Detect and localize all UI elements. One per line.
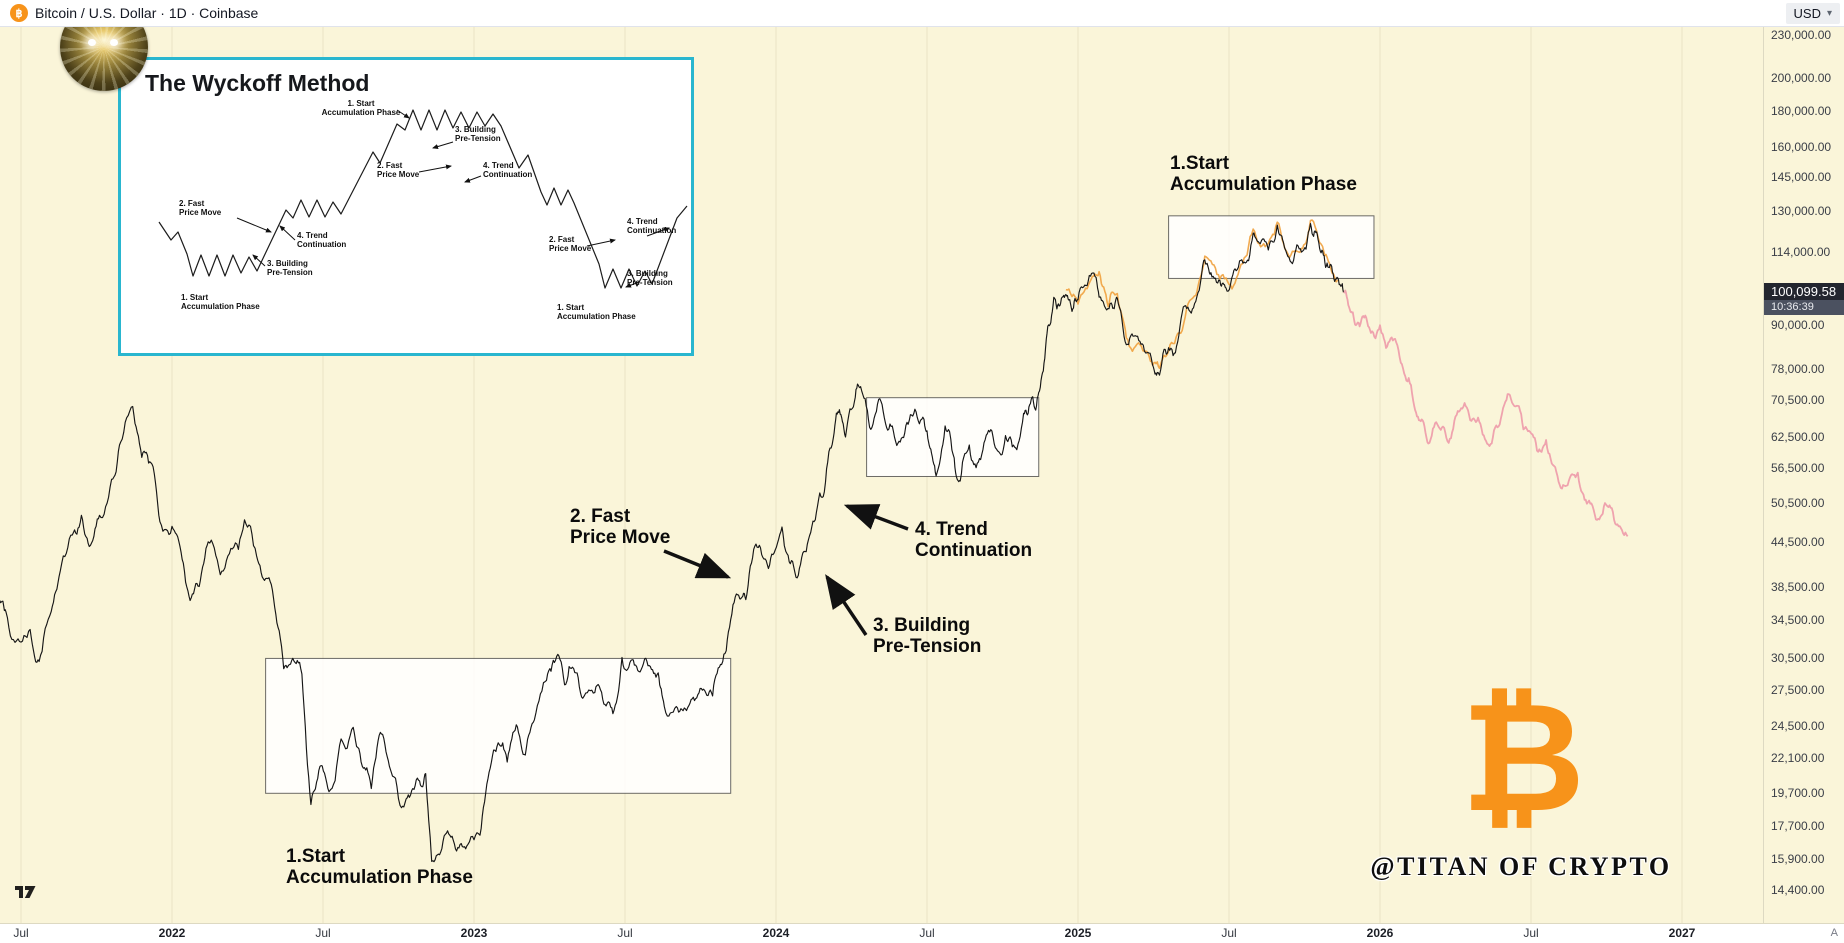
time-tick: Jul xyxy=(1523,926,1539,940)
price-tick: 14,400.00 xyxy=(1771,883,1825,897)
time-tick: Jul xyxy=(13,926,29,940)
watermark-handle: @TITAN OF CRYPTO xyxy=(1370,852,1672,881)
wyckoff-inset[interactable]: 2. Fast Price Move 4. Trend Continuation 3. … xyxy=(118,57,694,356)
inset-arrow-icon xyxy=(396,109,410,119)
price-tick: 114,000.00 xyxy=(1771,244,1831,259)
inset-arrow-icon xyxy=(432,141,454,149)
time-tick: Jul xyxy=(617,926,633,940)
time-tick: 2025 xyxy=(1064,926,1092,940)
time-tick: 2022 xyxy=(158,926,186,940)
time-tick: Jul xyxy=(315,926,331,940)
avatar-eye xyxy=(88,39,96,46)
inset-label: 2. Fast Price Move xyxy=(377,161,420,179)
price-tick: 17,700.00 xyxy=(1771,819,1825,834)
price-tick: 19,700.00 xyxy=(1771,786,1825,801)
wyckoff-price-pattern xyxy=(158,109,688,289)
time-axis[interactable]: Jul 2022 Jul 2023 Jul 2024 Jul 2025 Jul 2026 Jul 20… xyxy=(0,923,1844,943)
last-price-value: 100,099.58 xyxy=(1764,282,1844,300)
inset-label: 1. Start Accumulation Phase xyxy=(322,99,401,117)
price-tick: 50,500.00 xyxy=(1771,495,1825,510)
price-tick: 15,900.00 xyxy=(1771,852,1825,867)
inset-title: The Wyckoff Method xyxy=(145,70,370,96)
price-tick: 44,500.00 xyxy=(1771,534,1825,549)
currency-selector[interactable]: USD ▾ xyxy=(1785,2,1840,24)
price-tick: 90,000.00 xyxy=(1771,317,1825,332)
inset-label: 3. Building Pre-Tension xyxy=(455,125,501,143)
inset-arrow-icon xyxy=(418,164,452,173)
inset-arrow-icon xyxy=(279,225,296,241)
time-tick: 2027 xyxy=(1668,926,1696,940)
tradingview-logo[interactable] xyxy=(14,884,40,900)
inset-arrow-icon xyxy=(464,175,482,183)
wyckoff-diagram: 2. Fast Price Move 4. Trend Continuation 3. … xyxy=(158,99,688,321)
price-scale[interactable]: 230,000.00 200,000.00 180,000.00 160,000.00… xyxy=(1764,27,1844,923)
price-tick: 34,500.00 xyxy=(1771,613,1825,628)
price-tick: 160,000.00 xyxy=(1771,139,1832,154)
price-tick: 130,000.00 xyxy=(1771,204,1832,219)
autoscale-indicator[interactable]: A xyxy=(1830,927,1838,939)
inset-label: 4. Trend Continuation xyxy=(297,231,346,249)
price-tick: 30,500.00 xyxy=(1771,651,1825,666)
currency-label: USD xyxy=(1793,5,1821,21)
price-tick: 62,500.00 xyxy=(1771,430,1825,445)
inset-label: 1. Start Accumulation Phase xyxy=(181,293,260,311)
price-tick: 70,500.00 xyxy=(1771,392,1825,407)
price-tick: 180,000.00 xyxy=(1771,103,1832,118)
inset-label: 4. Trend Continuation xyxy=(483,161,532,179)
price-tick: 230,000.00 xyxy=(1771,28,1832,42)
price-tick: 145,000.00 xyxy=(1771,170,1832,185)
bitcoin-icon: ฿ xyxy=(10,4,28,22)
time-tick: Jul xyxy=(919,926,935,940)
inset-arrow-icon xyxy=(236,217,272,233)
inset-label: 1. Start Accumulation Phase xyxy=(557,303,636,321)
bar-countdown: 10:36:39 xyxy=(1764,299,1844,315)
topbar: ฿ Bitcoin / U.S. Dollar · 1D · Coinbase … xyxy=(0,0,1844,27)
last-price-badge: 100,099.58 10:36:39 xyxy=(1764,282,1844,315)
price-tick: 38,500.00 xyxy=(1771,579,1825,594)
time-tick: Jul xyxy=(1221,926,1237,940)
symbol-info[interactable]: ฿ Bitcoin / U.S. Dollar · 1D · Coinbase xyxy=(0,4,258,22)
price-tick: 78,000.00 xyxy=(1771,361,1825,376)
price-tick: 200,000.00 xyxy=(1771,71,1832,86)
chevron-down-icon: ▾ xyxy=(1826,7,1832,19)
price-tick: 24,500.00 xyxy=(1771,719,1825,733)
bitcoin-watermark-icon: ₿ xyxy=(1461,669,1585,846)
price-tick: 22,100.00 xyxy=(1771,750,1825,765)
inset-label: 4. Trend Continuation xyxy=(627,217,676,235)
price-tick: 56,500.00 xyxy=(1771,461,1825,476)
avatar-eye xyxy=(110,39,118,46)
inset-label: 2. Fast Price Move xyxy=(179,199,222,217)
symbol-title: Bitcoin / U.S. Dollar · 1D · Coinbase xyxy=(35,5,259,21)
time-tick: 2024 xyxy=(762,926,790,940)
inset-label: 3. Building Pre-Tension xyxy=(627,269,673,287)
price-tick: 27,500.00 xyxy=(1771,683,1825,698)
inset-label: 2. Fast Price Move xyxy=(549,235,592,253)
time-tick: 2026 xyxy=(1366,926,1394,940)
inset-label: 3. Building Pre-Tension xyxy=(267,259,313,277)
time-tick: 2023 xyxy=(460,926,488,940)
